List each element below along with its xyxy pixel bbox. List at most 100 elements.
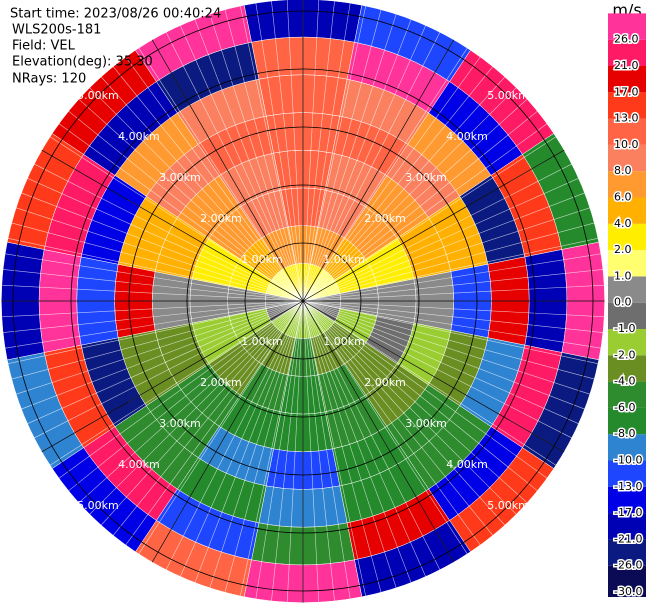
ray-separator	[240, 300, 304, 597]
colorbar-segment	[608, 486, 646, 514]
colorbar-segment	[608, 92, 646, 119]
ray-separator	[302, 300, 366, 597]
ray-separator	[302, 300, 506, 526]
ray-separator	[302, 3, 351, 302]
ray-separator	[302, 300, 320, 603]
ray-separator	[27, 178, 304, 302]
range-label: 3.00km	[159, 417, 201, 430]
ray-separator	[302, 300, 538, 492]
ray-separator	[302, 300, 557, 466]
colorbar-segment	[608, 250, 646, 277]
ray-separator	[302, 300, 412, 583]
ray-separator	[11, 222, 304, 302]
ray-separator	[138, 47, 304, 302]
ray-separator	[302, 19, 412, 302]
colorbar-label: -17.0	[614, 506, 642, 519]
colorbar-label: -30.0	[614, 585, 642, 598]
ray-separator	[255, 300, 304, 599]
ray-separator	[34, 163, 304, 302]
colorbar-segment	[608, 381, 646, 408]
range-label: 1.00km	[323, 335, 365, 348]
range-label: 4.00km	[118, 130, 160, 143]
colorbar-label: 10.0	[614, 138, 639, 151]
colorbar-label: 17.0	[614, 85, 639, 98]
ray-separator	[21, 300, 304, 410]
ray-separator	[302, 110, 538, 302]
ray-separator	[240, 5, 304, 302]
ray-separator	[302, 87, 517, 302]
ray-separator	[302, 269, 603, 302]
range-label: 5.00km	[77, 499, 119, 512]
colorbar-label: -13.0	[614, 480, 642, 493]
ray-separator	[16, 207, 304, 302]
ray-separator	[302, 1, 335, 302]
ray-separator	[11, 300, 304, 380]
ray-separator	[255, 3, 304, 302]
range-label: 3.00km	[159, 171, 201, 184]
info-line: NRays: 120	[12, 72, 86, 87]
colorbar-label: 1.0	[614, 269, 632, 282]
colorbar-segment	[608, 302, 646, 329]
ray-separator	[100, 300, 304, 526]
range-label: 1.00km	[323, 253, 365, 266]
ray-separator	[271, 300, 304, 601]
ray-separator	[302, 0, 320, 302]
ray-separator	[34, 300, 304, 439]
ray-separator	[165, 300, 304, 570]
ray-separator	[112, 66, 304, 302]
ray-separator	[209, 14, 304, 302]
info-line: Start time: 2023/08/26 00:40:24	[10, 7, 221, 22]
ray-separator	[302, 300, 603, 333]
ray-separator	[302, 136, 557, 302]
ray-separator	[302, 47, 468, 302]
ray-separator	[302, 300, 595, 380]
azimuth-line	[302, 300, 455, 563]
range-label: 2.00km	[364, 376, 406, 389]
ray-separator	[271, 1, 304, 302]
ray-separator	[302, 300, 481, 546]
azimuth-line	[302, 300, 565, 453]
ray-separator	[302, 123, 548, 302]
ray-separator	[302, 300, 397, 588]
range-label: 2.00km	[364, 212, 406, 225]
ray-separator	[68, 300, 304, 492]
ray-separator	[302, 284, 605, 302]
ray-separator	[302, 300, 605, 318]
ray-separator	[224, 9, 304, 302]
ray-separator	[27, 300, 304, 424]
colorbar-label: -1.0	[614, 322, 635, 335]
range-label: 1.00km	[241, 253, 283, 266]
ray-separator	[3, 300, 304, 333]
colorbar-label: -26.0	[614, 559, 642, 572]
colorbar-label: -8.0	[614, 427, 635, 440]
colorbar-segment	[608, 513, 646, 540]
ray-separator	[302, 222, 595, 302]
ray-separator	[112, 300, 304, 536]
ray-separator	[302, 300, 528, 504]
range-label: 5.00km	[487, 499, 529, 512]
ray-separator	[302, 253, 601, 302]
ray-separator	[302, 238, 599, 302]
info-line: Field: VEL	[12, 39, 76, 54]
ray-separator	[302, 300, 517, 515]
range-label: 3.00km	[405, 171, 447, 184]
ray-separator	[302, 300, 441, 570]
ray-separator	[302, 14, 397, 302]
ray-separator	[302, 25, 426, 302]
ray-separator	[302, 300, 585, 410]
range-ring	[186, 184, 420, 418]
colorbar-label: -21.0	[614, 532, 642, 545]
colorbar-label: 21.0	[614, 59, 639, 72]
ray-separator	[1, 300, 304, 318]
ray-separator	[5, 300, 304, 349]
azimuth-line	[151, 39, 304, 302]
ray-separator	[5, 253, 304, 302]
info-line: WLS200s-181	[12, 23, 101, 38]
ray-separator	[302, 300, 494, 536]
ray-separator	[302, 300, 548, 479]
colorbar-segment	[608, 355, 646, 382]
colorbar-segment	[608, 434, 646, 461]
ray-separator	[78, 300, 304, 504]
ray-separator	[302, 178, 579, 302]
